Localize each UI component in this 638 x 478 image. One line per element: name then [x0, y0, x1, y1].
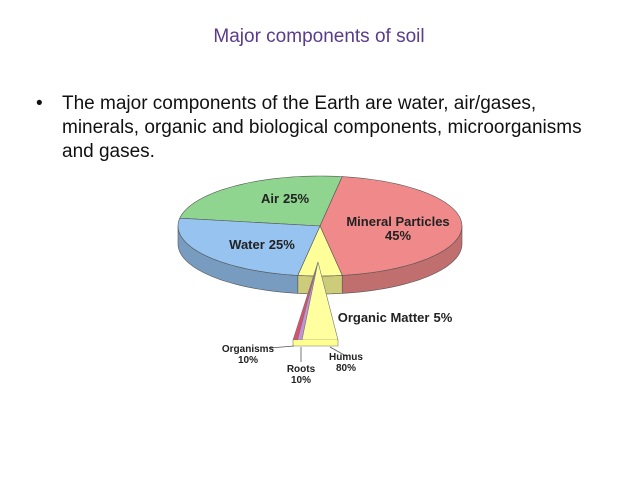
label-line: 80% — [336, 363, 356, 374]
label-part: 25% — [283, 191, 309, 206]
label-part: Humus — [329, 352, 363, 363]
label-part: 80% — [336, 363, 356, 374]
label-line: Organic Matter 5% — [338, 310, 453, 325]
bullet: The major components of the Earth are wa… — [36, 92, 616, 164]
label-line: Organisms — [222, 344, 275, 355]
label: Mineral Particles 45% — [346, 214, 449, 243]
wedge-base — [292, 340, 339, 347]
label-line: 10% — [291, 375, 311, 386]
label-part: 25% — [269, 237, 295, 252]
label-part: Air — [261, 191, 279, 206]
label-line: Water 25% — [229, 237, 295, 252]
bullet-list: The major components of the Earth are wa… — [36, 92, 616, 164]
label-part: Mineral Particles — [346, 214, 449, 229]
label-part: 5% — [433, 310, 452, 325]
label: Roots 10% — [287, 364, 316, 386]
label-part: 45% — [385, 228, 411, 243]
label-part: 10% — [238, 355, 258, 366]
label-part: Organic Matter — [338, 310, 430, 325]
label-line: Air 25% — [261, 191, 310, 206]
label-line: Mineral Particles — [346, 214, 449, 229]
label-part: Roots — [287, 364, 316, 375]
label-line: Roots — [287, 364, 316, 375]
label-line: 45% — [385, 228, 411, 243]
leader-line — [269, 345, 295, 349]
label: Organisms 10% — [222, 344, 275, 366]
label-part: Water — [229, 237, 265, 252]
pie-slice — [319, 176, 463, 276]
label-line: 10% — [238, 355, 258, 366]
label-line: Humus — [329, 352, 363, 363]
leader-line — [329, 346, 347, 357]
pie-slice — [177, 217, 321, 276]
label-part: 10% — [291, 375, 311, 386]
label: Water 25% — [229, 237, 295, 252]
label: Humus 80% — [329, 352, 363, 374]
pie-slice — [179, 175, 343, 227]
slide-title: Major components of soil — [213, 26, 425, 47]
label-part: Organisms — [222, 344, 275, 355]
label: Organic Matter 5% — [338, 310, 453, 325]
label: Air 25% — [261, 191, 310, 206]
